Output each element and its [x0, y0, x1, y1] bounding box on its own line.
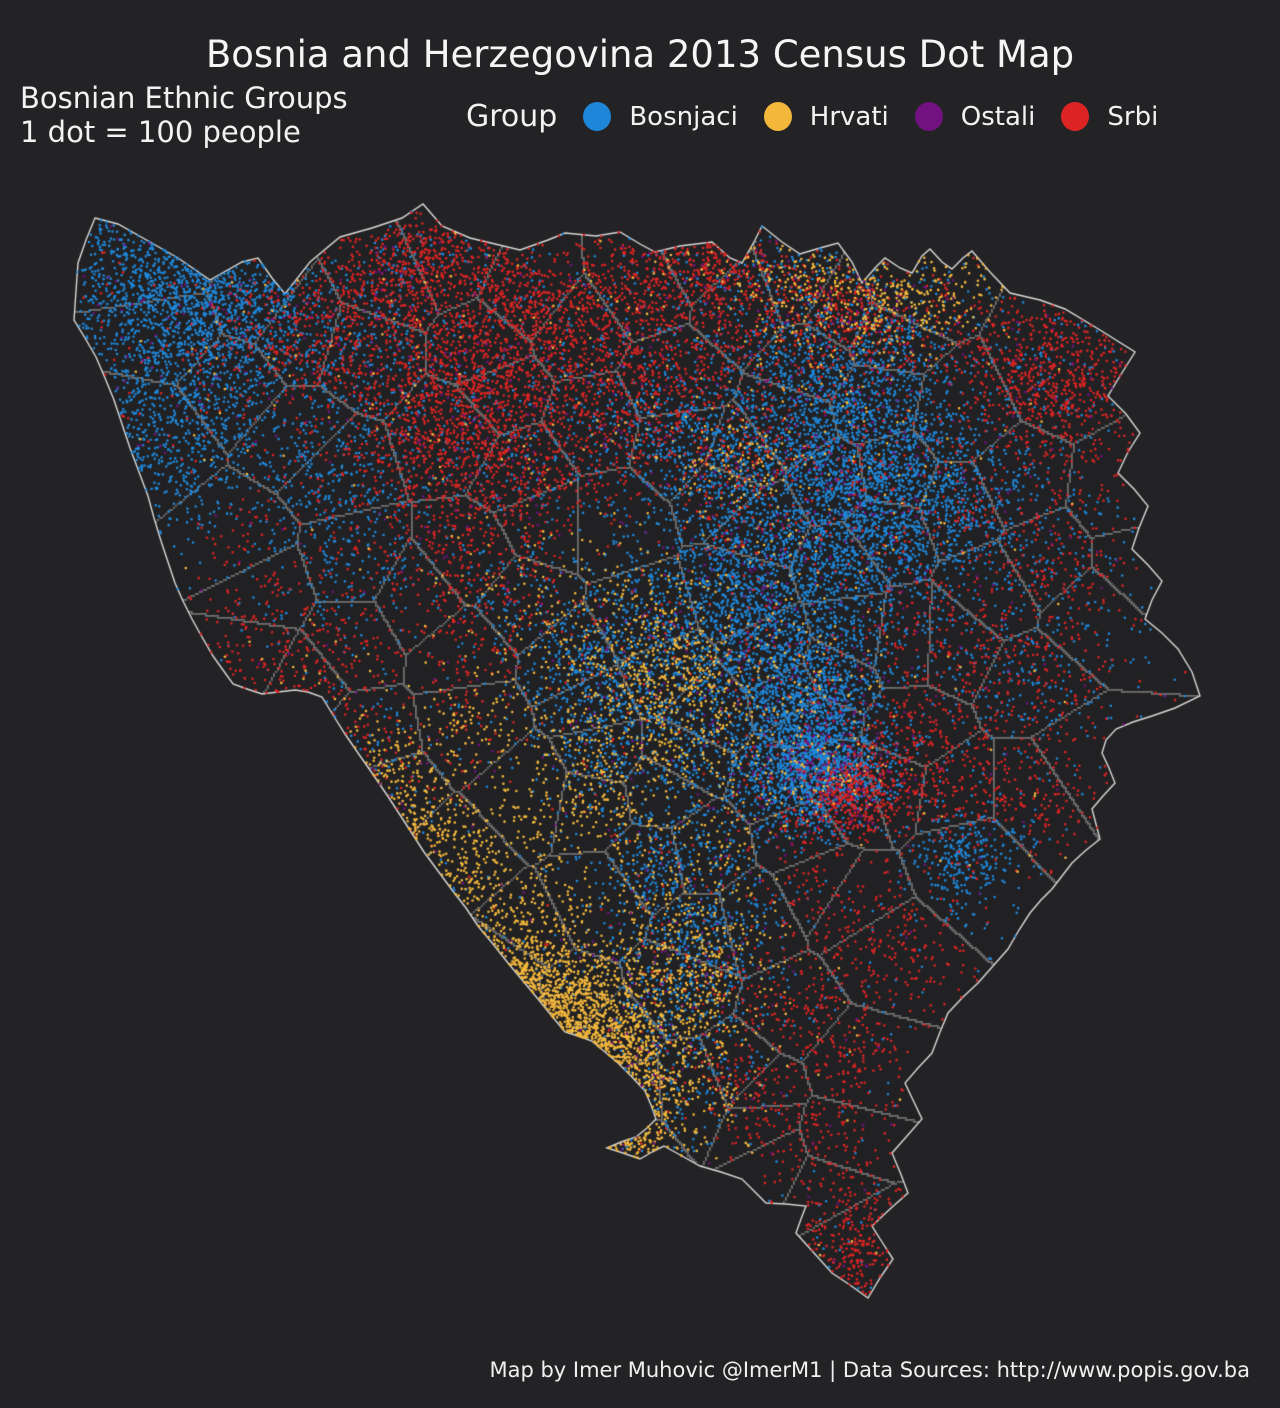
footer-credit: Map by Imer Muhovic @ImerM1 | Data Sourc…: [489, 1358, 1250, 1382]
hrvati-swatch-icon: [763, 102, 792, 131]
legend-item-label-ostali: Ostali: [960, 101, 1036, 132]
legend-item-label-srbi: Srbi: [1107, 101, 1159, 132]
legend-title: Group: [466, 99, 558, 134]
legend-item-hrvati: Hrvati: [763, 101, 889, 132]
bosnjaci-swatch-icon: [583, 102, 612, 131]
subtitle-line1: Bosnian Ethnic Groups: [20, 81, 348, 115]
legend-item-bosnjaci: Bosnjaci: [583, 101, 738, 132]
legend: Group Bosnjaci Hrvati Ostali Srbi: [466, 99, 1184, 134]
page-title: Bosnia and Herzegovina 2013 Census Dot M…: [205, 33, 1075, 76]
ostali-swatch-icon: [914, 102, 943, 131]
srbi-swatch-icon: [1061, 102, 1090, 131]
legend-item-label-bosnjaci: Bosnjaci: [629, 101, 738, 132]
legend-item-ostali: Ostali: [914, 101, 1036, 132]
subtitle-line2: 1 dot = 100 people: [20, 114, 301, 149]
legend-item-srbi: Srbi: [1061, 102, 1158, 132]
subtitle: Bosnian Ethnic Groups 1 dot = 100 people: [20, 81, 348, 149]
legend-item-label-hrvati: Hrvati: [809, 101, 889, 132]
